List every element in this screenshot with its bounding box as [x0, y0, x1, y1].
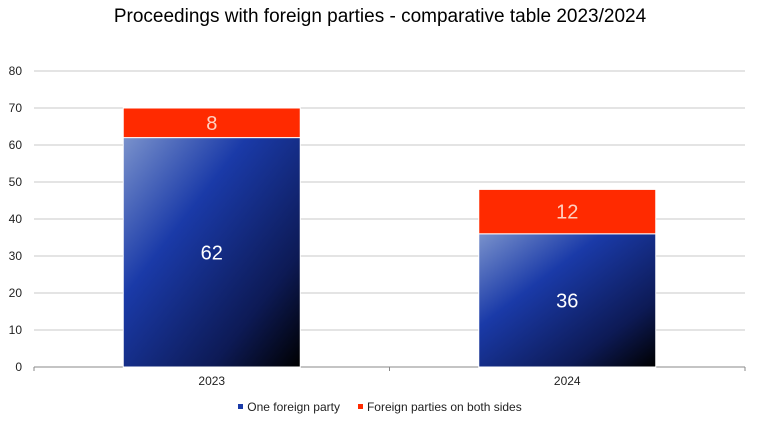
y-tick-label: 60: [9, 138, 23, 152]
y-tick-label: 70: [9, 101, 23, 115]
legend: One foreign party Foreign parties on both…: [0, 400, 760, 414]
y-tick-label: 0: [15, 360, 22, 374]
y-tick-label: 30: [9, 249, 23, 263]
chart-plot: 0 10 20 30 40 50 60 70 80 62 8 2023 36 12 2024: [9, 64, 746, 388]
data-label: 36: [556, 290, 578, 312]
bar-2024-foreign-both-sides: [478, 188, 657, 235]
legend-swatch: [357, 404, 363, 410]
data-label: 8: [206, 113, 217, 135]
data-label: 62: [201, 242, 223, 264]
legend-swatch: [238, 404, 244, 410]
legend-item: One foreign party: [238, 400, 340, 414]
legend-label: Foreign parties on both sides: [366, 400, 522, 414]
labels: 0 10 20 30 40 50 60 70 80 62 8 2023 36 12 2024: [9, 64, 581, 388]
bar-2023-one-foreign-party: [122, 137, 301, 368]
y-tick-label: 40: [9, 212, 23, 226]
y-tick-label: 50: [9, 175, 23, 189]
y-tick-label: 10: [9, 323, 23, 337]
bar-2023-foreign-both-sides: [122, 107, 301, 139]
x-tick-label: 2023: [198, 374, 225, 388]
data-label: 12: [556, 202, 578, 224]
legend-label: One foreign party: [247, 400, 340, 414]
x-tick-label: 2024: [554, 374, 581, 388]
y-tick-label: 80: [9, 64, 23, 78]
legend-item: Foreign parties on both sides: [357, 400, 522, 414]
y-tick-label: 20: [9, 286, 23, 300]
bars: [122, 107, 657, 368]
chart-title: Proceedings with foreign parties - compa…: [113, 6, 647, 27]
